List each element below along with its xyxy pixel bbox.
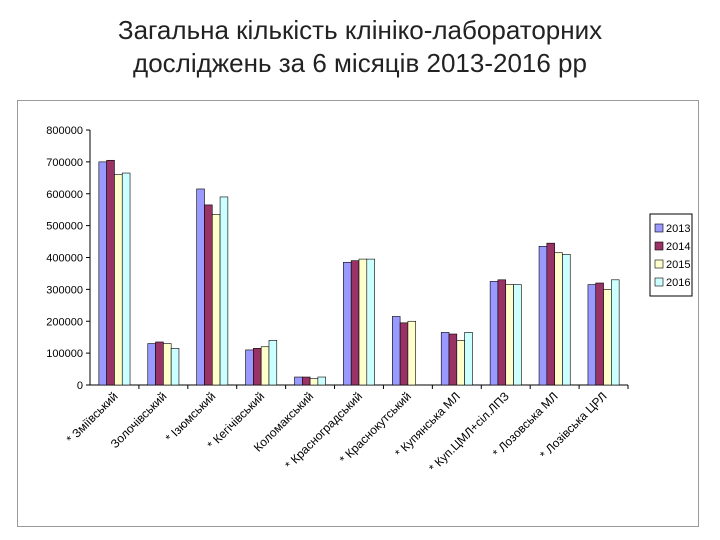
bar-2013-1: [147, 343, 156, 386]
legend-label-2016: 2016: [666, 277, 690, 289]
bar-2015-7: [456, 340, 465, 386]
bar-2015-3: [260, 346, 270, 386]
chart-frame: 0 100000 200000 300000 400000 500000 600000 700…: [17, 100, 699, 527]
bar-2014-2: [204, 204, 213, 386]
y-tick-label-2: 200000: [46, 316, 83, 328]
bar-2015-0: [114, 174, 123, 386]
legend-label-2015: 2015: [666, 259, 690, 271]
bar-2016-9: [562, 254, 571, 386]
legend-swatch-2013: [654, 223, 664, 233]
bar-2014-5: [350, 260, 360, 386]
bar-2013-5: [343, 261, 352, 386]
bar-2015-2: [211, 214, 221, 386]
y-tick-label-7: 700000: [46, 157, 83, 169]
bar-2013-8: [489, 281, 499, 386]
bar-2015-10: [603, 289, 612, 386]
bar-2016-1: [170, 348, 180, 386]
legend-swatch-2015: [654, 259, 664, 269]
bar-2014-6: [399, 322, 409, 386]
bar-2013-10: [587, 284, 597, 386]
bar-2015-8: [505, 284, 514, 386]
y-tick-label-5: 500000: [46, 221, 83, 233]
legend-swatch-2014: [654, 241, 664, 251]
bar-2014-4: [301, 376, 311, 386]
bar-2016-3: [268, 340, 278, 386]
bar-2013-4: [294, 376, 303, 386]
bar-2014-9: [546, 242, 555, 386]
bar-2016-10: [611, 279, 620, 386]
bar-2016-2: [219, 196, 229, 386]
bar-2015-1: [163, 343, 172, 386]
bar-2013-3: [245, 349, 254, 386]
bar-2014-1: [155, 341, 164, 386]
legend-label-2014: 2014: [666, 241, 690, 253]
bar-2013-2: [196, 188, 205, 386]
chart-title-line-1: Загальна кількість клініко-лабораторних: [117, 15, 603, 45]
y-tick-label-8: 800000: [46, 125, 83, 137]
bar-2014-0: [106, 159, 115, 386]
bar-2015-9: [554, 252, 563, 386]
bar-2016-8: [513, 284, 522, 386]
bar-2015-6: [407, 320, 417, 386]
y-tick-label-6: 600000: [46, 189, 83, 201]
y-tick-label-1: 100000: [46, 348, 83, 360]
bar-2016-5: [366, 258, 375, 386]
legend-swatch-2016: [654, 277, 664, 287]
chart-title-line-2: досліджень за 6 місяців 2013-2016 рр: [133, 48, 587, 78]
bar-2016-7: [464, 332, 473, 386]
bar-chart: 0 100000 200000 300000 400000 500000 600000 700…: [46, 125, 693, 475]
bar-2014-10: [595, 282, 604, 386]
bar-2014-3: [253, 348, 262, 386]
bar-2013-9: [538, 246, 548, 386]
bar-2016-0: [121, 172, 131, 386]
bar-2014-8: [497, 279, 507, 386]
bar-2013-6: [392, 316, 401, 386]
y-tick-label-0: 0: [77, 380, 83, 392]
chart-title: Загальна кількість клініко-лабораторних …: [0, 14, 720, 80]
bar-2015-5: [358, 258, 368, 386]
bar-2014-7: [448, 333, 458, 386]
bar-2013-0: [98, 161, 107, 386]
bar-2015-4: [309, 378, 319, 386]
y-tick-label-4: 400000: [46, 253, 83, 265]
legend-label-2013: 2013: [666, 223, 690, 235]
bar-2016-4: [317, 376, 326, 386]
bar-2013-7: [440, 332, 450, 386]
y-tick-label-3: 300000: [46, 284, 83, 296]
